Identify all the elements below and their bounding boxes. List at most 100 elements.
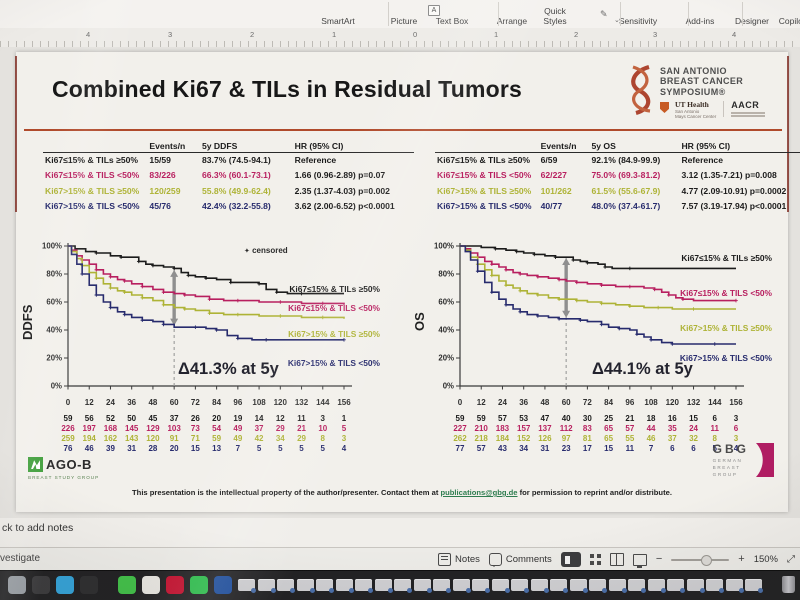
dock-app-facetime[interactable]	[118, 576, 136, 594]
dock-window-thumbnail[interactable]	[238, 579, 256, 593]
x-tick-label: 84	[604, 398, 614, 407]
x-tick-label: 72	[582, 398, 592, 407]
dock-window-thumbnail[interactable]	[589, 579, 607, 593]
slide-canvas[interactable]: Combined Ki67 & TILs in Residual Tumors …	[15, 52, 800, 512]
at-risk-count: 32	[689, 434, 698, 443]
x-tick-label: 96	[625, 398, 635, 407]
dock-window-thumbnail[interactable]	[316, 579, 334, 593]
zoom-out-button[interactable]: −	[655, 553, 663, 565]
at-risk-count: 218	[474, 434, 488, 443]
notes-pane[interactable]: ck to add notes	[0, 518, 800, 547]
dock-window-thumbnail[interactable]	[550, 579, 568, 593]
ago-b-logo: AGO-B BREAST STUDY GROUP	[28, 457, 100, 480]
slideshow-view-button[interactable]	[632, 553, 647, 568]
zoom-in-button[interactable]: +	[738, 553, 745, 565]
dock-window-thumbnail[interactable]	[491, 579, 510, 593]
dock-window-thumbnail[interactable]	[628, 579, 646, 593]
table-cell: 7.57 (3.19-17.94) p<0.0001	[681, 200, 787, 211]
svg-text:80%: 80%	[438, 270, 454, 279]
dock-window-thumbnail[interactable]	[394, 579, 412, 593]
trash-icon[interactable]	[782, 576, 795, 593]
ribbon-item-quick-styles[interactable]: Quick Styles	[543, 6, 567, 26]
dock-window-thumbnail[interactable]	[277, 579, 295, 593]
dock-window-thumbnail[interactable]	[335, 579, 354, 593]
slide-sorter-view-button[interactable]	[589, 554, 601, 565]
table-cell: 120/259	[149, 185, 181, 196]
dock-window-thumbnail[interactable]	[355, 579, 373, 593]
dock-app-whatsapp[interactable]	[190, 576, 208, 594]
dock-window-thumbnail[interactable]	[413, 579, 432, 593]
ribbon-item-text-box[interactable]: Text Box	[435, 15, 469, 26]
dock-window-thumbnail[interactable]	[608, 579, 627, 593]
gbg-sub: GERMAN BREAST GROUP	[712, 458, 743, 477]
at-risk-count: 49	[233, 424, 243, 433]
x-tick-label: 48	[540, 398, 550, 407]
partner-divider	[723, 101, 725, 117]
ribbon-item-picture[interactable]: Picture	[390, 15, 418, 26]
table-cell: Reference	[681, 155, 723, 165]
comments-button[interactable]: Comments	[488, 553, 552, 567]
ribbon-item-add-ins[interactable]: Add-ins	[685, 15, 715, 26]
ruler-number: 2	[574, 30, 579, 39]
fit-to-window-button[interactable]: ⤢	[787, 554, 795, 565]
dock-window-thumbnail[interactable]	[706, 579, 724, 593]
at-risk-count: 50	[127, 414, 137, 423]
dock-app-notes-app[interactable]	[32, 576, 50, 594]
at-risk-count: 12	[275, 414, 285, 423]
status-left-text: vestigate	[0, 553, 41, 564]
x-tick-label: 60	[169, 398, 179, 407]
dock-app-acrobat[interactable]	[166, 576, 184, 594]
ribbon-item-copilot[interactable]: Copilot	[778, 15, 800, 26]
contact-email-link[interactable]: publications@gbg.de	[440, 488, 518, 497]
svg-text:40%: 40%	[46, 326, 62, 335]
column-header: 5y DDFS	[199, 140, 293, 153]
dock-window-thumbnail[interactable]	[257, 579, 276, 593]
dock-window-thumbnail[interactable]	[647, 579, 666, 593]
dock-app-mail[interactable]	[214, 576, 232, 594]
dock-window-thumbnail[interactable]	[472, 579, 490, 593]
draw-pen-icon[interactable]: ✎	[600, 9, 608, 19]
at-risk-count: 65	[604, 424, 614, 433]
dock-window-thumbnail[interactable]	[452, 579, 471, 593]
dock-app-safari[interactable]	[56, 576, 74, 594]
dock-window-thumbnail[interactable]	[745, 579, 763, 593]
x-tick-label: 144	[708, 398, 722, 407]
table-cell: 4.77 (2.09-10.91) p=0.0002	[681, 185, 787, 196]
curve-label: Ki67≤15% & TILS <50%	[680, 288, 772, 298]
ribbon-item-designer[interactable]: Designer	[734, 15, 770, 26]
table-cell: 3.62 (2.00-6.52) p<0.0001	[294, 200, 395, 211]
at-risk-count: 59	[455, 414, 465, 423]
at-risk-count: 77	[455, 444, 465, 453]
dock-app-calendar[interactable]	[142, 576, 160, 594]
dock-window-thumbnail[interactable]	[296, 579, 315, 593]
table-cell: 55.8% (49.9-62.4)	[201, 185, 271, 196]
column-header: Events/n	[147, 140, 200, 153]
ribbon-item-arrange[interactable]: Arrange	[496, 15, 528, 26]
zoom-slider-knob[interactable]	[701, 554, 713, 566]
group-label: Ki67>15% & TILS <50%	[437, 200, 532, 211]
x-tick-label: 108	[252, 398, 266, 407]
at-risk-count: 14	[254, 414, 264, 423]
ribbon-item-smartart[interactable]: SmartArt	[321, 15, 355, 26]
dock-window-thumbnail[interactable]	[686, 579, 705, 593]
chevron-down-icon[interactable]: ⌄	[614, 17, 620, 24]
normal-view-button[interactable]	[560, 552, 581, 567]
dock-window-thumbnail[interactable]	[374, 579, 393, 593]
dock-window-thumbnail[interactable]	[433, 579, 451, 593]
zoom-slider[interactable]	[671, 554, 730, 566]
dock-window-thumbnail[interactable]	[569, 579, 588, 593]
dock-window-thumbnail[interactable]	[725, 579, 744, 593]
dock-window-thumbnail[interactable]	[530, 579, 549, 593]
at-risk-count: 8	[320, 434, 325, 443]
notes-button[interactable]: Notes	[438, 553, 480, 566]
ribbon-item-sensitivity[interactable]: Sensitivity	[618, 15, 658, 26]
dock-app-messages[interactable]	[8, 576, 26, 594]
table-cell: 1.66 (0.96-2.89) p=0.07	[294, 170, 386, 181]
dock-app-maps[interactable]	[80, 576, 98, 594]
dock-window-thumbnail[interactable]	[667, 579, 685, 593]
dock-window-thumbnail[interactable]	[511, 579, 529, 593]
at-risk-count: 19	[233, 414, 243, 423]
reading-view-button[interactable]	[609, 553, 624, 566]
y-axis-label: OS	[412, 312, 427, 332]
at-risk-count: 6	[670, 444, 675, 453]
